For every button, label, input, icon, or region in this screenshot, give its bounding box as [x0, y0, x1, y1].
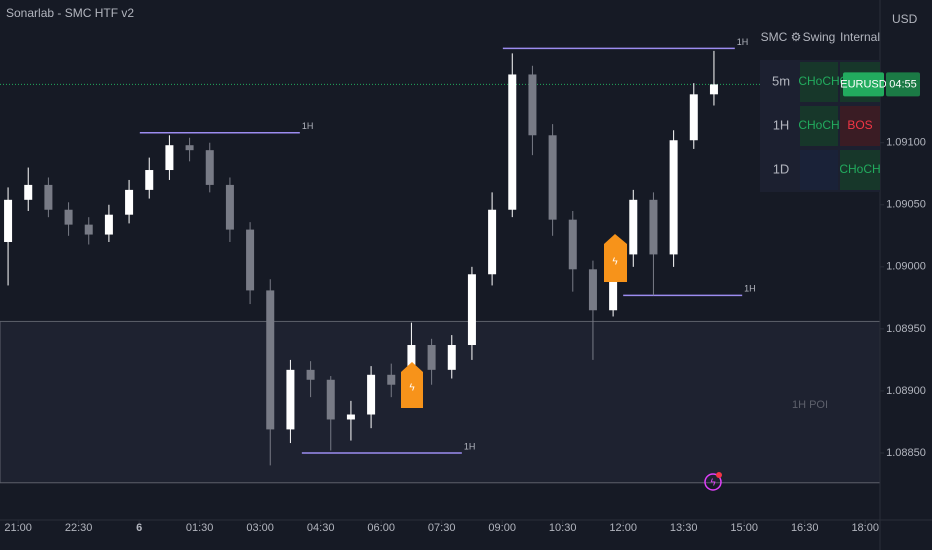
- y-tick-label: 1.08850: [886, 447, 926, 459]
- table-cell-text: CHoCH: [798, 118, 839, 132]
- candle-body: [205, 150, 214, 185]
- x-tick-label: 13:30: [670, 522, 698, 534]
- candle-body: [568, 219, 577, 270]
- table-cell-text: CHoCH: [798, 74, 839, 88]
- x-tick-label: 12:00: [609, 522, 637, 534]
- x-tick-label: 07:30: [428, 522, 456, 534]
- x-tick-label: 01:30: [186, 522, 214, 534]
- candle-body: [125, 189, 134, 215]
- overlay: SMC ⚙Swing Internal 5m CHoCH CHoCH 1H CHoCH BOS…: [760, 30, 920, 192]
- candle-body: [447, 345, 456, 370]
- x-tick-label: 04:30: [307, 522, 335, 534]
- candle-body: [104, 214, 113, 235]
- table-header: SMC ⚙: [761, 30, 802, 44]
- x-tick-label: 16:30: [791, 522, 819, 534]
- poi-label: 1H POI: [792, 399, 828, 411]
- x-tick-label: 09:00: [488, 522, 516, 534]
- candle-body: [427, 345, 436, 370]
- x-tick-label: 06:00: [367, 522, 395, 534]
- signal-icon: ϟ: [604, 234, 627, 282]
- y-tick-label: 1.08900: [886, 385, 926, 397]
- x-tick-label: 22:30: [65, 522, 93, 534]
- candle-body: [588, 269, 597, 311]
- candle-body: [306, 369, 315, 380]
- candle-body: [84, 224, 93, 235]
- indicator-title: Sonarlab - SMC HTF v2: [6, 6, 134, 20]
- x-tick-label: 03:00: [246, 522, 274, 534]
- x-tick-label: 6: [136, 522, 142, 534]
- x-tick-label: 18:00: [851, 522, 879, 534]
- svg-text:ϟ: ϟ: [612, 257, 618, 268]
- candle-body: [346, 414, 355, 420]
- x-tick-label: 10:30: [549, 522, 577, 534]
- table-cell-text: BOS: [847, 118, 872, 132]
- candle-body: [145, 170, 154, 190]
- x-tick-label: 15:00: [730, 522, 758, 534]
- poi-zone: [0, 320, 881, 484]
- svg-text:ϟ: ϟ: [710, 478, 716, 489]
- table-header: Internal: [840, 30, 880, 44]
- candle-body: [326, 379, 335, 420]
- currency-label: USD: [892, 12, 918, 26]
- candle-body: [286, 369, 295, 430]
- candle-body: [709, 84, 718, 95]
- candle-body: [488, 209, 497, 275]
- table-cell: [800, 106, 838, 146]
- table-cell: [840, 106, 880, 146]
- table-cell-text: CHoCH: [839, 162, 880, 176]
- y-tick-label: 1.09100: [886, 137, 926, 149]
- candle-body: [266, 290, 275, 430]
- candle-body: [528, 74, 537, 136]
- candle-body: [44, 184, 53, 210]
- level-label: 1H: [464, 441, 476, 451]
- table-cell: [800, 150, 838, 190]
- plot-area: 1H POI 1H 1H 1H 1H: [0, 37, 881, 484]
- candle-body: [165, 145, 174, 171]
- candle-body: [689, 94, 698, 141]
- symbol-label: EURUSD: [840, 78, 887, 90]
- level-label: 1H: [302, 121, 314, 131]
- row-label: 5m: [772, 73, 790, 88]
- signal-icon: ϟ: [401, 362, 423, 408]
- candle-body: [225, 184, 234, 230]
- level-label: 1H: [744, 284, 756, 294]
- countdown-badge: [886, 72, 920, 97]
- candle-body: [4, 199, 13, 243]
- candle-body: [467, 274, 476, 346]
- level-label: 1H: [737, 37, 749, 47]
- candle-body: [387, 374, 396, 385]
- countdown-label: 04:55: [889, 78, 917, 90]
- candle-body: [24, 184, 33, 200]
- row-label: 1H: [773, 117, 790, 132]
- candle-body: [669, 140, 678, 255]
- table-cell: [800, 62, 838, 102]
- candle-body: [649, 199, 658, 255]
- x-tick-label: 21:00: [4, 522, 32, 534]
- candle-body: [185, 145, 194, 151]
- row-label: 1D: [773, 161, 790, 176]
- candle-body: [64, 209, 73, 225]
- candle-body: [246, 229, 255, 291]
- symbol-badge: [843, 72, 884, 97]
- table-cell: [840, 150, 880, 190]
- candle-body: [629, 199, 638, 255]
- table-header: Swing: [803, 30, 836, 44]
- candle-body: [548, 135, 557, 220]
- candle-body: [508, 74, 517, 210]
- svg-text:ϟ: ϟ: [409, 383, 415, 394]
- alert-icon: ϟ: [704, 472, 722, 491]
- candle-body: [367, 374, 376, 415]
- y-tick-label: 1.09000: [886, 261, 926, 273]
- candle-body: [609, 254, 618, 311]
- y-tick-label: 1.08950: [886, 323, 926, 335]
- y-tick-label: 1.09050: [886, 199, 926, 211]
